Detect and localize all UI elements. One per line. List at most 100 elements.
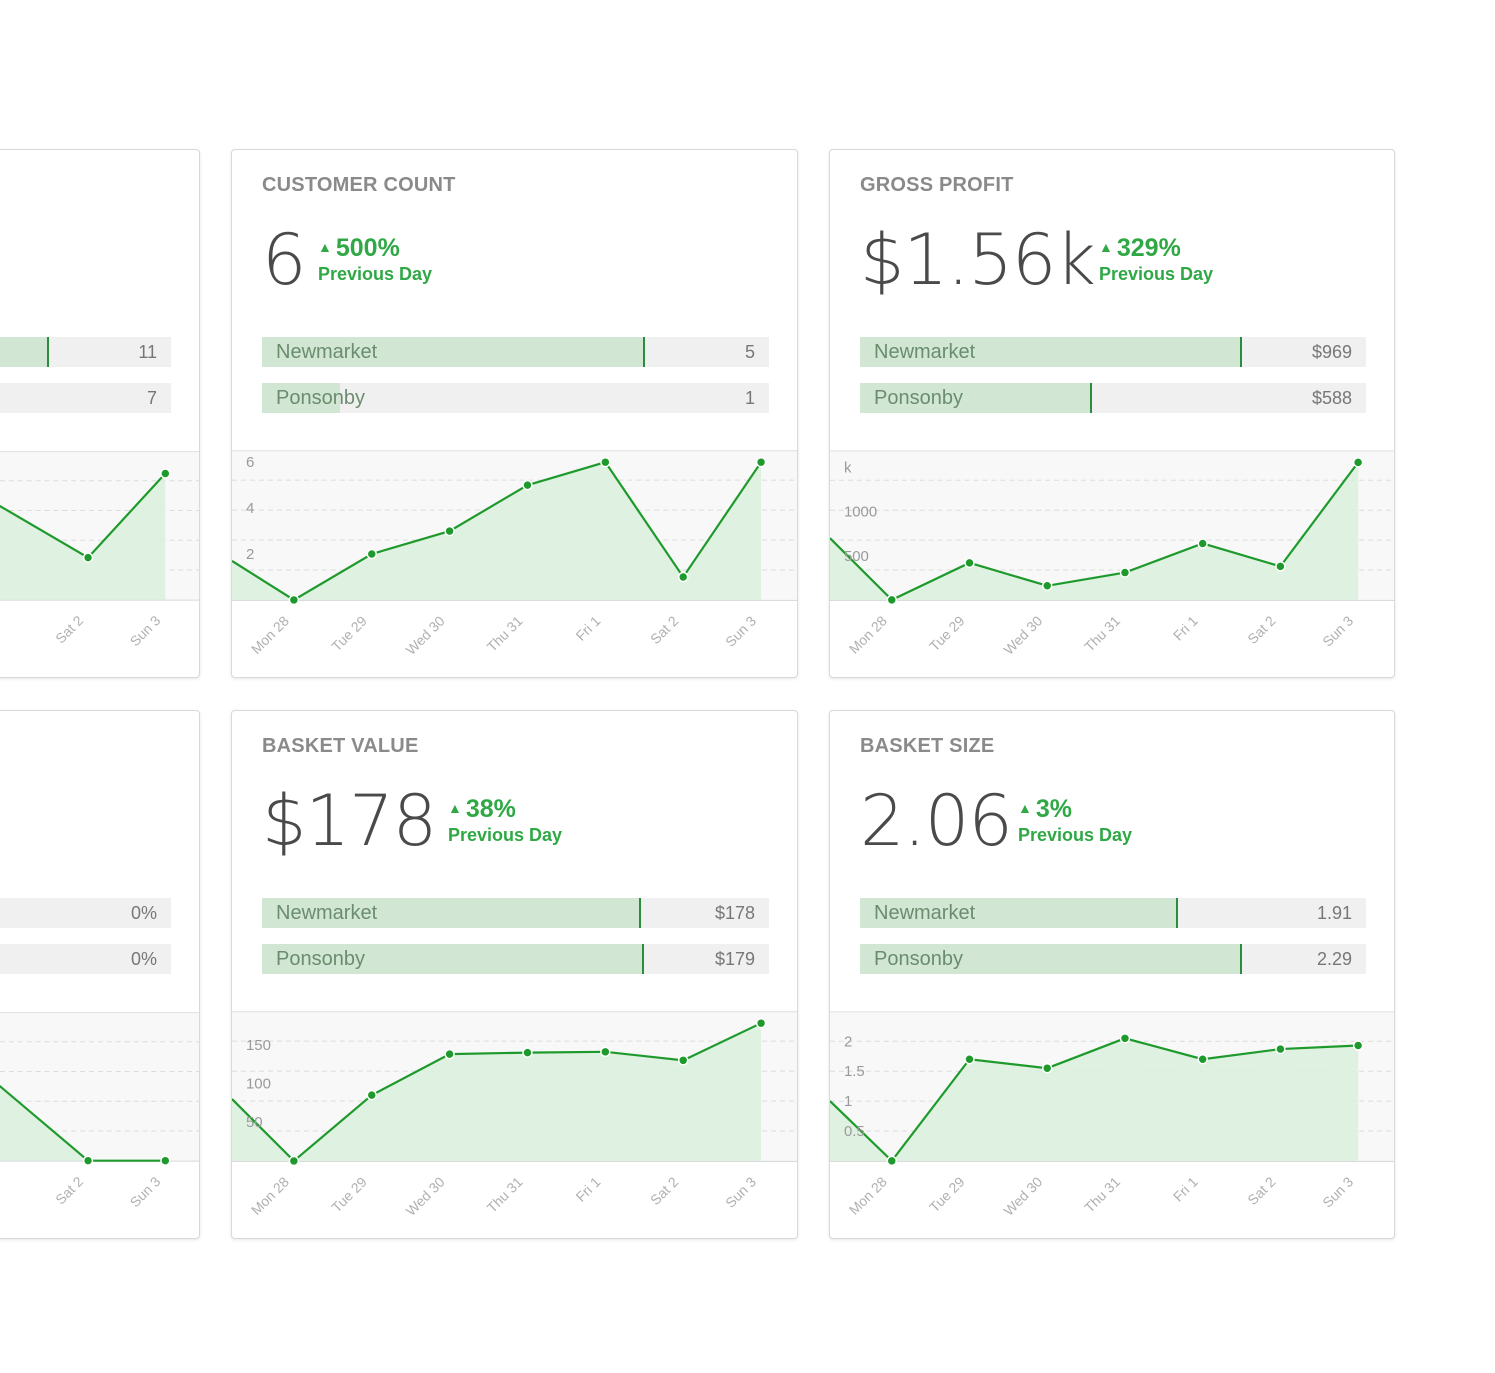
x-tick-label: Thu 31 (484, 1174, 526, 1216)
data-point (600, 456, 611, 468)
x-tick-label: Sun 3 (722, 1174, 759, 1211)
data-point (1041, 1062, 1053, 1074)
x-tick-label: Sat 2 (1244, 612, 1279, 647)
data-point (288, 1155, 300, 1167)
card-title: CUSTOMER COUNT (262, 174, 456, 196)
x-tick-label: Sat 2 (647, 1174, 682, 1209)
customer-count-chart: 2 4 6 Mon 28 Tue 29 Wed 30 Thu 31 Fri 1 Sat 2 Sun… (232, 450, 797, 658)
partial-bar-value: 7 (146, 388, 157, 408)
data-point (444, 1048, 455, 1060)
x-tick-label: Thu 31 (1081, 612, 1123, 654)
partial-bar-row: 11 (0, 337, 171, 367)
partial-card-bottom: 0% 0% Sat 2 Sun 3 (0, 710, 200, 1239)
gross-profit-chart: 500 1000 k Mon 28 Tue 29 Wed 30 Thu 31 Fri 1 Sat… (830, 450, 1394, 658)
data-point (160, 1155, 171, 1166)
bar-row-ponsonby: Ponsonby $179 (262, 944, 769, 974)
data-point (1275, 561, 1286, 572)
data-point (288, 594, 300, 606)
partial-bar-value: 0% (130, 949, 157, 969)
bar-fill (860, 337, 1242, 367)
metric-value: 6 (262, 219, 307, 301)
data-point (1197, 1054, 1208, 1065)
x-tick-label: Sat 2 (647, 613, 682, 648)
data-point (964, 1054, 975, 1065)
y-tick-label: 2 (844, 1033, 852, 1050)
data-point (160, 468, 171, 479)
data-point (886, 594, 898, 606)
delta-label: Previous Day (1018, 825, 1133, 845)
bar-value: 1 (744, 388, 755, 408)
bar-label: Ponsonby (874, 948, 963, 970)
y-tick-label: 1000 (844, 504, 877, 521)
series-area (0, 473, 166, 600)
delta-block: ▲ 500% Previous Day (318, 232, 432, 285)
data-point (366, 548, 377, 560)
data-point (755, 1017, 767, 1029)
data-point (964, 557, 975, 569)
up-arrow-icon: ▲ (318, 239, 332, 255)
delta-block: ▲ 38% Previous Day (448, 793, 562, 846)
x-tick-label: Wed 30 (1000, 612, 1045, 657)
x-tick-label: Tue 29 (328, 613, 370, 655)
y-tick-label: 1.5 (844, 1063, 865, 1080)
bar-row-ponsonby: Ponsonby 2.29 (860, 944, 1366, 974)
x-tick-label: Sat 2 (52, 612, 86, 646)
x-tick-label: Mon 28 (248, 1174, 292, 1218)
bar-value: 2.29 (1316, 949, 1352, 969)
delta-label: Previous Day (448, 825, 563, 845)
bar-row-ponsonby: Ponsonby 1 (262, 383, 769, 413)
data-point (677, 571, 689, 583)
x-tick-label: Fri 1 (1170, 612, 1201, 643)
delta-block: ▲ 329% Previous Day (1099, 232, 1213, 285)
metric-value: $178 (262, 780, 437, 862)
bar-row-newmarket: Newmarket 1.91 (860, 898, 1366, 928)
data-point (1197, 538, 1208, 549)
x-tick-label: Thu 31 (1081, 1173, 1123, 1215)
x-tick-label: Mon 28 (846, 612, 890, 656)
x-tick-label: Sat 2 (52, 1173, 86, 1207)
basket-value-chart: 50 100 150 Mon 28 Tue 29 Wed 30 Thu 31 Fri 1 Sat… (232, 1011, 797, 1219)
data-point (522, 1047, 533, 1058)
partial-chart-bottom: Sat 2 Sun 3 (0, 1012, 199, 1210)
bar-fill (860, 898, 1178, 928)
y-tick-label: 0.5 (844, 1123, 865, 1140)
x-tick-label: Thu 31 (484, 613, 526, 655)
series-area (830, 1038, 1359, 1161)
bar-fill (262, 898, 641, 928)
x-tick-label: Fri 1 (572, 613, 603, 644)
metric-value: $1.56k (860, 219, 1096, 301)
basket-value-card: BASKET VALUE $178 ▲ 38% Previous Day Newm… (231, 710, 798, 1239)
bar-label: Ponsonby (276, 387, 365, 409)
delta-block: ▲ 3% Previous Day (1018, 793, 1132, 846)
bar-label: Ponsonby (874, 387, 963, 409)
bar-fill (262, 337, 645, 367)
bar-value: $179 (714, 949, 755, 969)
delta-percent: 3% (1035, 795, 1072, 823)
data-point (444, 525, 455, 537)
y-tick-label: 50 (246, 1114, 263, 1131)
data-point (522, 479, 533, 491)
delta-percent: 38% (465, 795, 516, 823)
y-tick-label: 6 (246, 454, 254, 471)
data-point (1275, 1043, 1286, 1055)
delta-percent: 500% (335, 234, 400, 262)
data-point (82, 1155, 94, 1166)
card-title: GROSS PROFIT (860, 174, 1014, 196)
x-tick-label: Mon 28 (248, 613, 292, 657)
up-arrow-icon: ▲ (1018, 800, 1032, 816)
y-tick-label: 500 (844, 548, 869, 565)
metric-value: 2.06 (860, 780, 1013, 862)
bar-fill (262, 944, 644, 974)
data-point (1119, 567, 1131, 578)
partial-bar-value: 0% (130, 903, 157, 923)
up-arrow-icon: ▲ (1099, 239, 1113, 255)
basket-size-card: BASKET SIZE 2.06 ▲ 3% Previous Day Newmar… (829, 710, 1395, 1239)
data-point (755, 456, 767, 468)
y-tick-label: 4 (246, 500, 254, 517)
partial-chart-top: Sat 2 Sun 3 (0, 451, 199, 649)
data-point (677, 1055, 689, 1066)
y-tick-label: 150 (246, 1037, 271, 1054)
card-title: BASKET SIZE (860, 735, 995, 757)
bar-label: Newmarket (874, 341, 976, 363)
bar-fill (860, 944, 1242, 974)
